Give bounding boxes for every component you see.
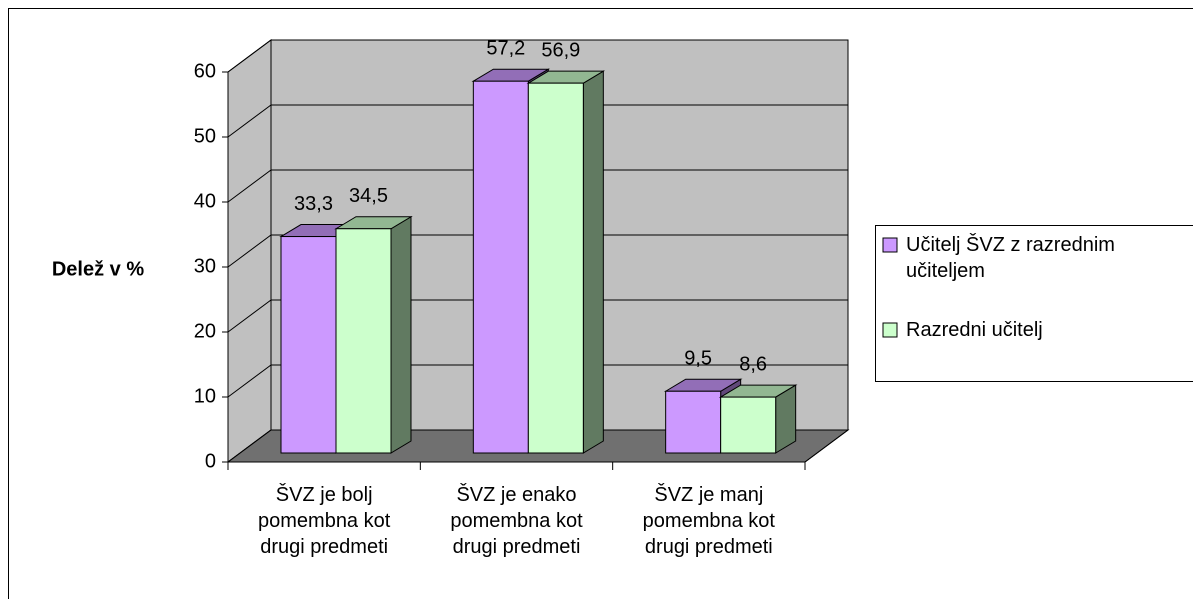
y-tick-label: 10 [194,385,216,407]
legend-swatch [882,237,898,253]
y-tick-label: 0 [205,450,216,472]
x-tick-label: ŠVZ je manj pomembna kot drugi predmeti [642,484,775,558]
bar-front [280,236,337,454]
legend-label: Razredni učitelj [906,319,1043,341]
grid-line [227,234,848,268]
grid-line [227,429,848,463]
y-tick-label: 20 [194,320,216,342]
bar-side [390,215,412,454]
data-label: 57,2 [486,37,525,59]
bar-side [582,70,604,454]
bar [334,215,413,454]
data-label: 9,5 [684,348,712,370]
bar [526,70,606,454]
grid-line [227,39,848,73]
x-tick-label: ŠVZ je bolj pomembna kot drugi predmeti [258,484,391,558]
legend-swatch [882,322,898,338]
grid-line [227,169,848,203]
frame [8,8,1193,599]
grid-line [227,299,848,333]
y-tick-label: 60 [194,60,216,82]
x-tick-label: ŠVZ je enako pomembna kot drugi predmeti [450,484,583,558]
y-tick-label: 40 [194,190,216,212]
legend-box [875,225,1193,382]
x-axis-depth [804,429,849,463]
bar [718,384,798,454]
grid-line [227,364,848,398]
data-label: 8,6 [739,353,767,375]
bar-front [335,228,392,454]
bar-front [527,82,584,454]
bar-front [720,396,777,454]
y-tick-label: 50 [194,125,216,147]
data-label: 33,3 [294,193,333,215]
data-label: 34,5 [349,185,388,207]
bar-front [472,80,529,454]
y-tick-label: 30 [194,255,216,277]
grid-line [227,104,848,138]
legend-label: Učitelj ŠVZ z razrednim učiteljem [906,234,1115,282]
data-label: 56,9 [541,39,580,61]
bar-front [665,390,722,454]
y-axis-label: Delež v % [52,258,144,280]
